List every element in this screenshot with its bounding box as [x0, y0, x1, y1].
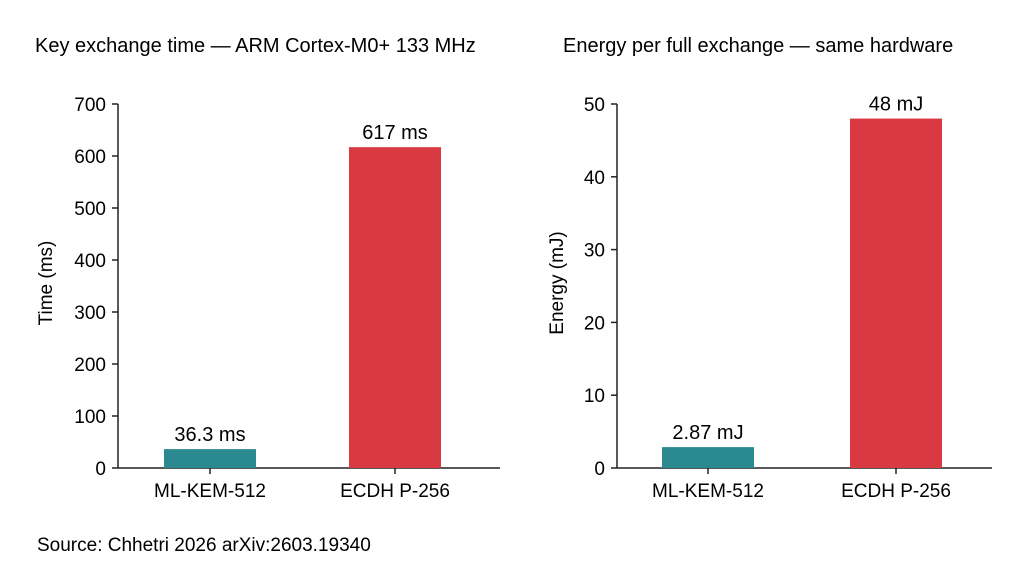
bar-ml-kem: [662, 447, 754, 468]
y-tick-label: 300: [74, 303, 106, 324]
y-tick-label: 20: [584, 313, 605, 334]
data-label: 617 ms: [362, 122, 428, 144]
y-tick-label: 100: [74, 407, 106, 428]
y-axis-label: Energy (mJ): [547, 231, 568, 334]
y-tick-label: 10: [584, 386, 605, 407]
y-tick-label: 600: [74, 147, 106, 168]
source-note: Source: Chhetri 2026 arXiv:2603.19340: [37, 535, 371, 556]
bar-ecdh: [850, 118, 942, 468]
x-tick-label: ECDH P-256: [841, 481, 951, 502]
bar-ml-kem: [164, 449, 256, 468]
y-tick-label: 200: [74, 355, 106, 376]
x-tick-label: ECDH P-256: [340, 481, 450, 502]
y-axis-label: Time (ms): [36, 241, 57, 326]
chart-2-title: Energy per full exchange — same hardware: [563, 35, 953, 57]
y-tick-label: 50: [584, 95, 605, 116]
y-tick-label: 400: [74, 251, 106, 272]
bar-ecdh: [349, 147, 441, 468]
y-tick-label: 30: [584, 241, 605, 262]
y-tick-label: 40: [584, 168, 605, 189]
y-tick-label: 500: [74, 199, 106, 220]
chart-1-title: Key exchange time — ARM Cortex-M0+ 133 M…: [35, 35, 476, 57]
y-tick-label: 0: [95, 459, 106, 480]
y-tick-label: 0: [594, 459, 605, 480]
data-label: 2.87 mJ: [672, 422, 743, 444]
x-tick-label: ML-KEM-512: [154, 481, 266, 502]
y-tick-label: 700: [74, 95, 106, 116]
data-label: 48 mJ: [869, 94, 923, 116]
chart-2: 0 10 20 30 40 50 Energy (mJ) 2.87 mJ ML-KEM-512 4…: [547, 94, 992, 502]
chart-1: 0 100 200 300 400 500 600 700 Time (ms) 36.3 ms ML…: [36, 95, 500, 502]
data-label: 36.3 ms: [174, 424, 245, 446]
x-tick-label: ML-KEM-512: [652, 481, 764, 502]
